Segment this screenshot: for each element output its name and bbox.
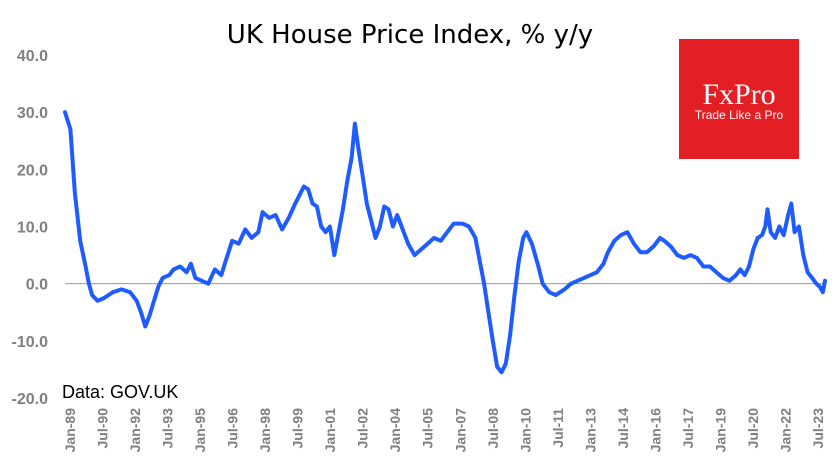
x-tick-label: Jan-07 — [452, 408, 468, 453]
x-axis-ticks: Jan-89 Jul-90 Jan-92 Jul-93 Jan-95 Jul-96 Jan-… — [62, 408, 826, 453]
x-tick-label: Jul-02 — [355, 408, 371, 449]
x-tick-label: Jul-20 — [745, 408, 761, 449]
y-tick-label: 40.0 — [17, 48, 48, 65]
y-tick-label: 20.0 — [17, 162, 48, 179]
x-tick-label: Jan-22 — [777, 408, 793, 453]
y-axis-ticks: 40.0 30.0 20.0 10.0 0.0 -10.0 -20.0 — [12, 48, 49, 408]
x-tick-label: Jul-93 — [160, 408, 176, 449]
y-tick-label: 30.0 — [17, 105, 48, 122]
y-tick-label: -20.0 — [12, 391, 49, 408]
x-tick-label: Jan-95 — [192, 408, 208, 453]
x-tick-label: Jul-90 — [95, 408, 111, 449]
x-tick-label: Jan-16 — [647, 408, 663, 453]
x-tick-label: Jul-05 — [420, 408, 436, 449]
x-tick-label: Jan-01 — [322, 408, 338, 453]
fxpro-logo: FxPro Trade Like a Pro — [679, 39, 799, 159]
y-tick-label: 0.0 — [26, 277, 48, 294]
logo-tagline: Trade Like a Pro — [695, 108, 784, 122]
x-tick-label: Jul-11 — [550, 408, 566, 448]
x-tick-label: Jan-89 — [62, 408, 78, 453]
x-tick-label: Jul-96 — [225, 408, 241, 449]
source-annotation: Data: GOV.UK — [62, 382, 178, 402]
x-tick-label: Jan-13 — [582, 408, 598, 453]
x-tick-label: Jan-98 — [257, 408, 273, 453]
logo-wordmark: FxPro — [702, 78, 775, 111]
series-line-house-price-index — [63, 110, 827, 375]
logo-background — [679, 39, 799, 159]
x-tick-label: Jul-14 — [615, 408, 631, 449]
x-tick-label: Jan-19 — [712, 408, 728, 453]
x-tick-label: Jan-92 — [127, 408, 143, 453]
x-tick-label: Jul-17 — [680, 408, 696, 449]
x-tick-label: Jul-08 — [485, 408, 501, 449]
x-tick-label: Jan-04 — [387, 408, 403, 453]
y-tick-label: 10.0 — [17, 220, 48, 237]
x-tick-label: Jul-23 — [810, 408, 826, 449]
x-tick-label: Jul-99 — [290, 408, 306, 449]
y-tick-label: -10.0 — [12, 334, 49, 351]
x-tick-label: Jan-10 — [517, 408, 533, 453]
chart-title: UK House Price Index, % y/y — [227, 20, 593, 50]
